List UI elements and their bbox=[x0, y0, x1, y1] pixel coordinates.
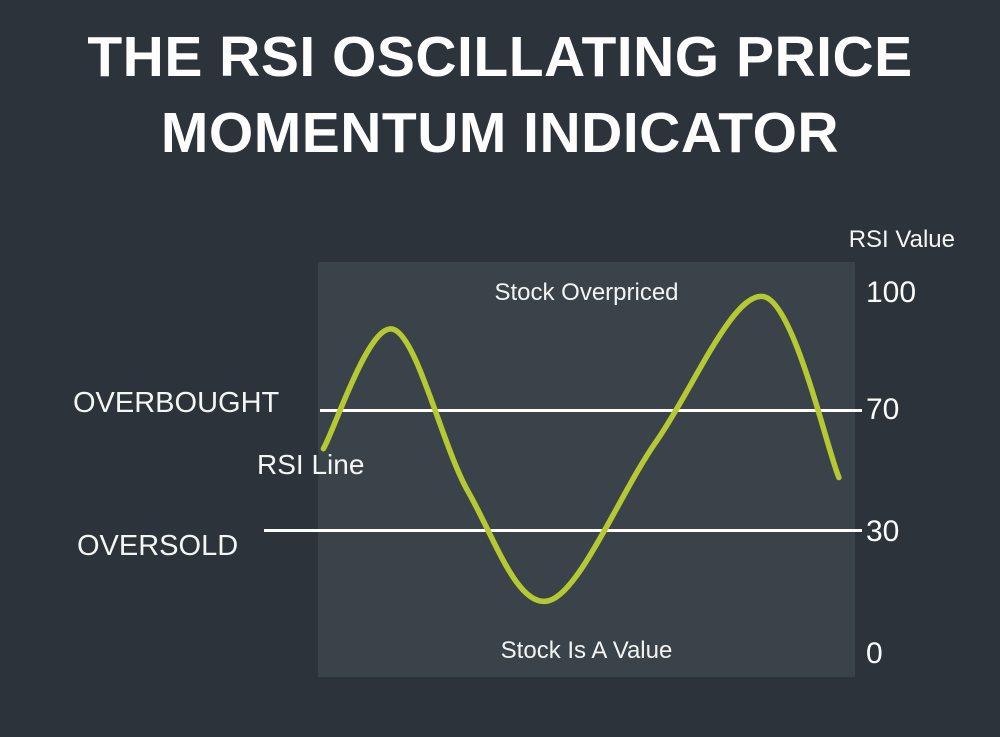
overbought-threshold-line bbox=[320, 409, 862, 412]
title-line-1: THE RSI OSCILLATING PRICE bbox=[87, 25, 913, 89]
chart-panel bbox=[318, 262, 855, 677]
zone-label-overpriced: Stock Overpriced bbox=[494, 279, 679, 306]
oversold-label: OVERSOLD bbox=[77, 530, 239, 562]
overbought-label: OVERBOUGHT bbox=[73, 387, 280, 419]
oversold-threshold-line bbox=[264, 529, 862, 532]
page-title: THE RSI OSCILLATING PRICE MOMENTUM INDIC… bbox=[0, 20, 1000, 172]
axis-title: RSI Value bbox=[848, 226, 955, 253]
tick-0: 0 bbox=[866, 637, 883, 670]
tick-70: 70 bbox=[866, 393, 900, 426]
rsi-line-label: RSI Line bbox=[257, 449, 365, 480]
zone-label-value: Stock Is A Value bbox=[500, 637, 673, 664]
title-line-2: MOMENTUM INDICATOR bbox=[160, 100, 840, 165]
tick-100: 100 bbox=[866, 276, 917, 309]
tick-30: 30 bbox=[866, 515, 900, 548]
